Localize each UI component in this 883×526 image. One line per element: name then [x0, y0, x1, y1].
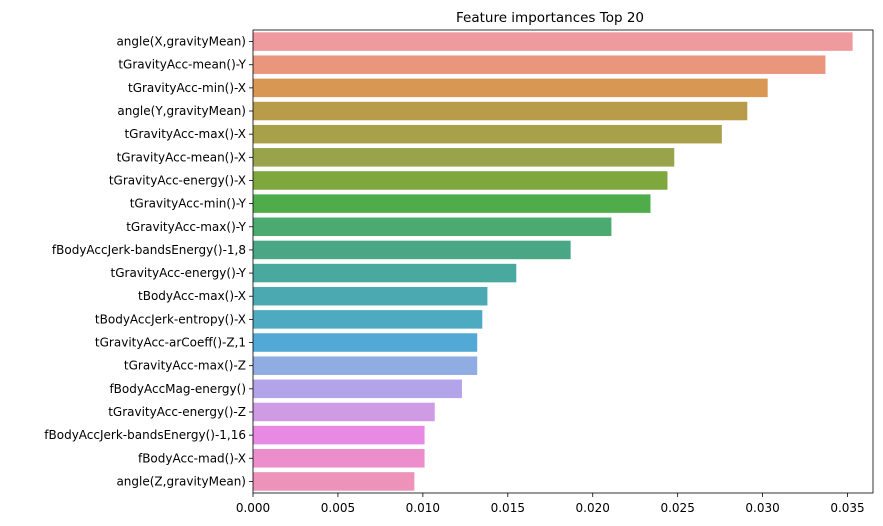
x-axis-ticks: 0.000 0.005 0.010 0.015 0.020 0.025 0.030 0.035	[236, 493, 865, 515]
bar-18	[253, 425, 425, 445]
x-tick-label: 0.010	[406, 501, 440, 515]
y-tick-label: tBodyAccJerk-entropy()-X	[95, 312, 246, 326]
y-tick-label: tGravityAcc-energy()-Y	[111, 266, 247, 280]
y-tick-label: angle(X,gravityMean)	[116, 35, 246, 49]
bar-2	[253, 55, 826, 74]
bar-13	[253, 310, 483, 329]
bar-15	[253, 356, 478, 375]
x-tick-label: 0.005	[321, 501, 355, 515]
y-tick-label: tGravityAcc-mean()-Y	[118, 58, 246, 72]
y-tick-label: tGravityAcc-energy()-X	[109, 173, 246, 187]
bar-1	[253, 32, 853, 51]
bar-5	[253, 124, 722, 144]
x-tick-label: 0.030	[745, 501, 779, 515]
chart-title: Feature importances Top 20	[456, 10, 644, 26]
y-tick-labels: angle(X,gravityMean) tGravityAcc-mean()-Y…	[44, 35, 253, 488]
bar-3	[253, 78, 768, 98]
y-tick-label: tGravityAcc-min()-X	[128, 81, 246, 95]
bar-8	[253, 194, 651, 213]
y-tick-label: angle(Z,gravityMean)	[116, 474, 246, 488]
bar-17	[253, 402, 435, 422]
x-tick-label: 0.020	[576, 501, 610, 515]
y-tick-label: angle(Y,gravityMean)	[117, 104, 246, 118]
y-tick-label: fBodyAccJerk-bandsEnergy()-1,16	[44, 428, 246, 442]
y-tick-label: fBodyAcc-mad()-X	[138, 451, 246, 465]
bar-19	[253, 449, 425, 468]
x-tick-label: 0.015	[491, 501, 525, 515]
y-tick-label: fBodyAccJerk-bandsEnergy()-1,8	[52, 243, 246, 257]
bar-16	[253, 379, 462, 399]
bar-14	[253, 333, 478, 352]
bar-7	[253, 171, 668, 190]
bar-9	[253, 217, 612, 237]
y-tick-label: tGravityAcc-max()-Y	[126, 220, 246, 234]
bar-6	[253, 148, 675, 167]
bar-11	[253, 263, 517, 283]
y-tick-label: tGravityAcc-mean()-X	[117, 150, 246, 164]
x-tick-label: 0.000	[236, 501, 270, 515]
plot-frame	[252, 29, 874, 494]
bar-12	[253, 286, 488, 306]
y-tick-label: tBodyAcc-max()-X	[138, 289, 246, 303]
bar-10	[253, 240, 571, 260]
y-tick-label: tGravityAcc-energy()-Z	[108, 405, 246, 419]
bars-group	[253, 32, 853, 491]
y-tick-label: fBodyAccMag-energy()	[109, 382, 246, 396]
y-tick-label: tGravityAcc-max()-X	[124, 127, 246, 141]
x-tick-label: 0.035	[830, 501, 864, 515]
x-tick-label: 0.025	[660, 501, 694, 515]
bar-4	[253, 101, 748, 121]
y-tick-label: tGravityAcc-max()-Z	[124, 359, 246, 373]
y-tick-label: tGravityAcc-arCoeff()-Z,1	[95, 336, 246, 350]
bar-20	[253, 472, 415, 491]
y-tick-label: tGravityAcc-min()-Y	[130, 197, 247, 211]
